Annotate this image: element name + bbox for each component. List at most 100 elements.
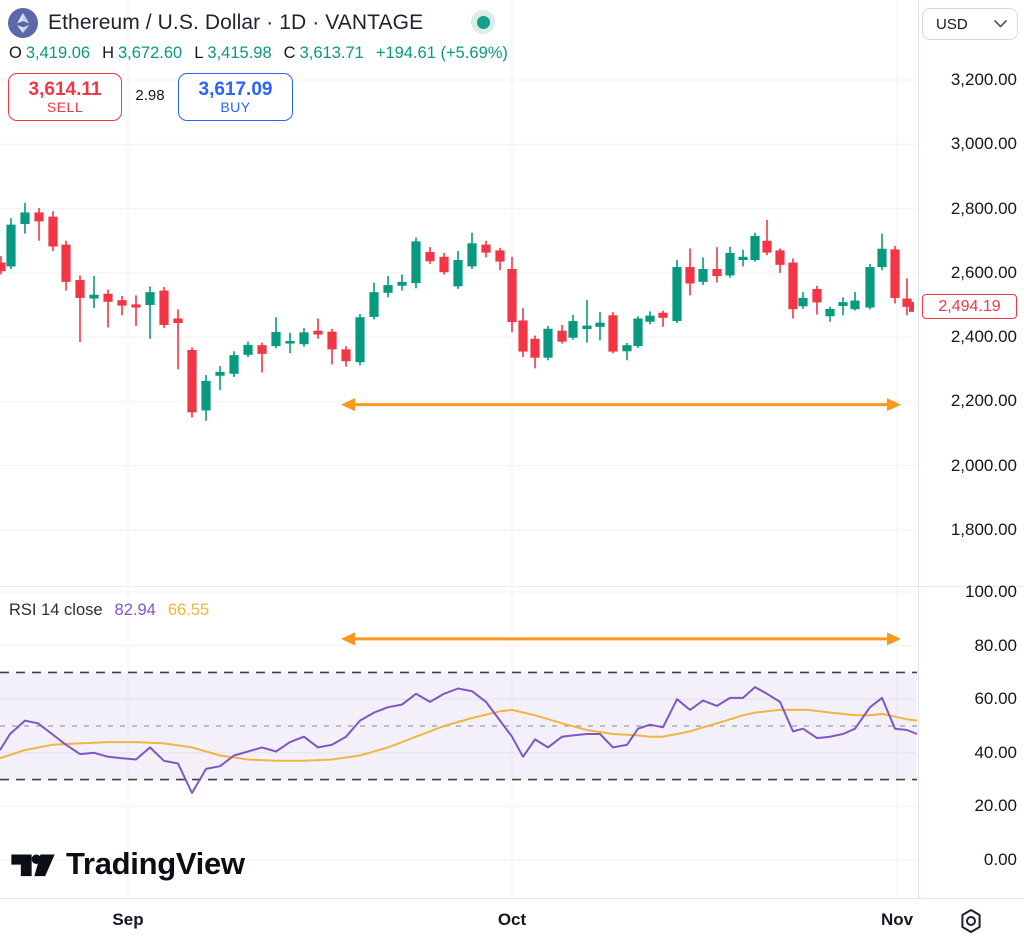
rsi-ma-value: 66.55 [167,601,210,619]
open-value: 3,419.06 [25,44,91,62]
candle-body [812,288,822,303]
candle-body [481,244,491,253]
candle-body [6,224,16,267]
currency-selector[interactable]: USD [922,8,1018,40]
candle-body [89,294,99,299]
candle-body [257,345,267,354]
axis-tick-label: 80.00 [974,635,1017,655]
arrow-head-left [341,632,355,646]
axis-tick-label: 3,000.00 [950,134,1017,154]
candle-body [750,235,760,260]
axis-tick-label: 2,400.00 [950,327,1017,347]
rsi-ma-line [0,708,918,762]
candle-body [201,380,211,411]
candle-body [411,241,421,284]
candle-body [369,292,379,317]
candle-body [173,318,183,323]
candle-body [48,216,58,247]
last-price-tick [909,301,914,312]
time-tick-label: Nov [880,910,914,929]
candle-body [187,350,197,413]
candle-body [75,279,85,298]
open-label: O [9,44,22,62]
candle-body [762,240,772,253]
time-tick-label: Oct [497,910,527,929]
low-value: 3,415.98 [207,44,272,62]
candle-body [103,293,113,302]
candle-body [825,308,835,317]
candle-body [341,349,351,362]
candle-body [34,212,44,222]
candle-body [495,250,505,262]
arrow-head-right [887,632,901,646]
axis-tick-label: 2,000.00 [950,455,1017,475]
buy-price: 3,617.09 [198,78,273,100]
candle-body [685,267,695,284]
candle-body [243,344,253,355]
candle-body [865,267,875,308]
candle-body [672,267,682,322]
rsi-title: RSI 14 close [9,601,103,619]
sell-price: 3,614.11 [28,78,102,100]
candle-body [285,341,295,344]
candle-body [453,260,463,287]
market-open-indicator[interactable] [471,10,495,34]
rsi-legend[interactable]: RSI 14 close 82.94 66.55 [9,601,209,620]
timezone-settings-icon[interactable] [956,906,986,936]
tradingview-logo[interactable]: TradingView [10,843,245,885]
candle-body [518,320,528,352]
candle-body [582,325,592,330]
candle-body [712,269,722,277]
axis-tick-label: 1,800.00 [950,520,1017,539]
candle-body [890,249,900,298]
candle-body [397,281,407,286]
rsi-value: 82.94 [114,601,156,619]
candle-body [568,321,578,338]
axis-tick-label: 100.00 [965,582,1017,601]
candle-body [439,256,449,273]
candle-body [775,250,785,265]
candle-body [658,312,668,318]
candle-body [595,322,605,327]
candle-body [383,285,393,293]
candle-body [467,243,477,267]
currency-value: USD [936,15,968,33]
candle-body [507,269,517,323]
arrow-head-left [341,398,355,412]
buy-label: BUY [220,98,251,115]
candle-body [850,300,860,310]
candle-body [877,248,887,268]
sell-button[interactable]: 3,614.11 SELL [8,73,122,121]
low-label: L [194,44,204,62]
candle-body [530,338,540,358]
candle-body [543,328,553,358]
candle-body [698,269,708,282]
price-axis[interactable]: 2,494.19 3,200.00 3,000.00 2,800.00 2,600.0… [918,0,1024,898]
chevron-down-icon [994,20,1007,28]
symbol-header[interactable]: Ethereum / U.S. Dollar · 1D · VANTAGE [8,8,423,38]
axis-tick-label: 20.00 [974,796,1017,816]
ohlc-row: O 3,419.06 H 3,672.60 L 3,415.98 C 3,613… [9,44,508,63]
candle-body [798,297,808,307]
spread-value: 2.98 [135,87,165,104]
buy-button[interactable]: 3,617.09 BUY [178,73,293,121]
sell-label: SELL [46,98,84,115]
time-axis[interactable]: Sep Oct Nov [0,898,1024,945]
candle-body [61,244,71,282]
close-label: C [283,44,296,62]
high-label: H [102,44,114,62]
candle-body [215,371,225,376]
candle-body [838,302,848,306]
candle-body [327,331,337,350]
candle-body [725,252,735,276]
axis-tick-label: 2,800.00 [950,198,1017,218]
candle-body [788,262,798,310]
candle-body [313,330,323,335]
candle-body [0,262,6,272]
axis-tick-label: 40.00 [974,742,1017,762]
axis-tick-label: 2,200.00 [950,391,1017,411]
candle-body [738,256,748,260]
arrow-head-right [887,398,901,412]
